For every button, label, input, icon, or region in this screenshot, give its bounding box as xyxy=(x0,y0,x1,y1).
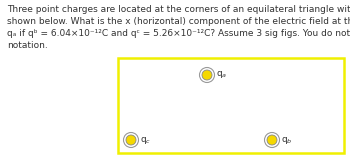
Circle shape xyxy=(267,135,277,145)
Text: q$_a$: q$_a$ xyxy=(216,70,227,80)
Text: q$_b$: q$_b$ xyxy=(281,134,293,146)
Circle shape xyxy=(124,133,139,148)
Text: Three point charges are located at the corners of an equilateral triangle with s: Three point charges are located at the c… xyxy=(7,5,350,14)
Circle shape xyxy=(202,70,212,80)
Text: q$_c$: q$_c$ xyxy=(140,134,151,146)
Bar xyxy=(118,58,344,153)
Text: qₐ if qᵇ = 6.04×10⁻¹²C and qᶜ = 5.26×10⁻¹²C? Assume 3 sig figs. You do not need : qₐ if qᵇ = 6.04×10⁻¹²C and qᶜ = 5.26×10⁻… xyxy=(7,29,350,38)
Text: notation.: notation. xyxy=(7,41,48,50)
Circle shape xyxy=(126,135,136,145)
Circle shape xyxy=(265,133,280,148)
Text: shown below. What is the x (horizontal) component of the electric field at the p: shown below. What is the x (horizontal) … xyxy=(7,17,350,26)
Circle shape xyxy=(199,67,215,82)
